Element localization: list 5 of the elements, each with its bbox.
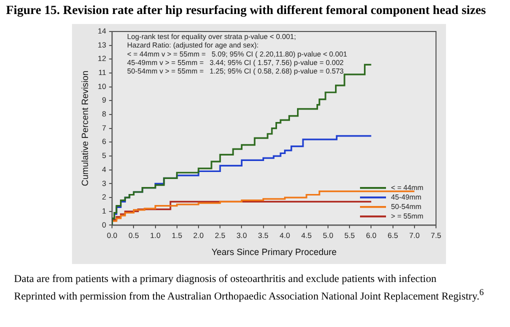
y-axis-title: Cumulative Percent Revision xyxy=(80,70,90,186)
text: Data are from patients with a primary diagnosis of osteoarthritis and exclude patients with infection xyxy=(14,273,438,286)
chart-title: Figure 15. Revision rate after hip resurfacing with different femoral component head sizes xyxy=(6,3,486,18)
x-axis-title: Years Since Primary Procedure xyxy=(211,247,337,258)
text: Reprinted with permission from the Australian Orthopaedic Association National Joint Replacement Registry.$^{6}$ xyxy=(14,286,485,304)
